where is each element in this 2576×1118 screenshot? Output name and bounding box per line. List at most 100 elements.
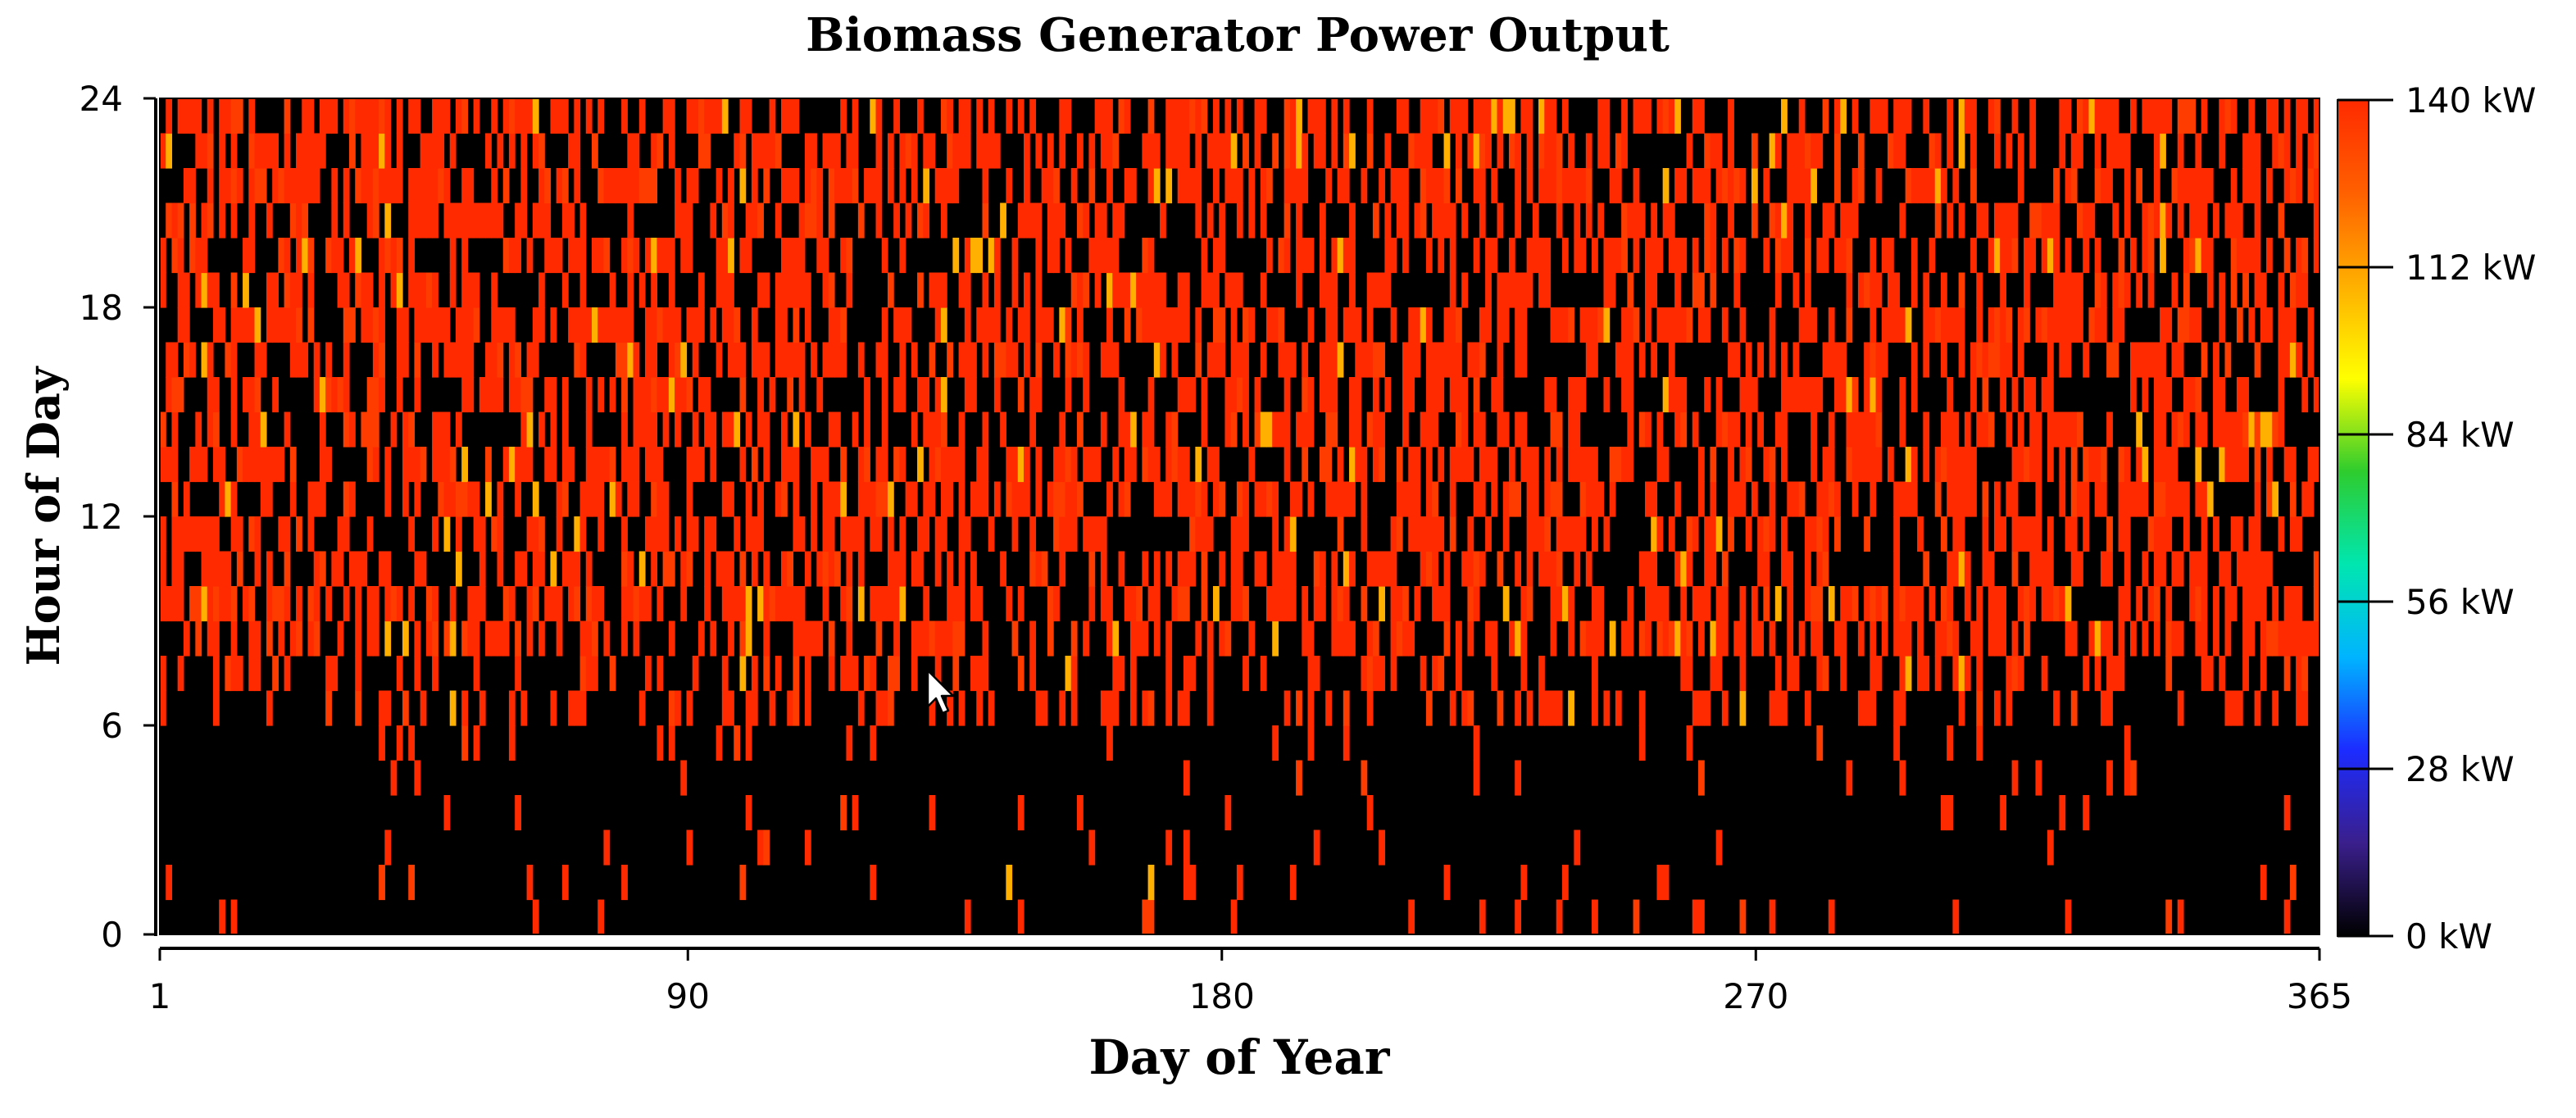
- heatmap-cell: [2029, 377, 2037, 413]
- heatmap-cell: [366, 586, 374, 622]
- heatmap-cell: [2065, 168, 2072, 204]
- heatmap-cell: [1585, 133, 1592, 169]
- heatmap-cell: [1024, 447, 1030, 483]
- heatmap-cell: [1881, 238, 1888, 274]
- heatmap-cell: [1585, 168, 1592, 204]
- heatmap-cell: [2136, 586, 2143, 622]
- heatmap-cell: [230, 620, 238, 657]
- heatmap-cell: [917, 377, 924, 413]
- heatmap-cell: [1568, 168, 1574, 204]
- heatmap-cell: [697, 377, 705, 413]
- heatmap-cell: [1213, 272, 1220, 308]
- heatmap-cell: [875, 133, 883, 169]
- heatmap-cell: [2017, 342, 2024, 378]
- heatmap-cell: [1219, 551, 1226, 587]
- heatmap-cell: [2236, 551, 2243, 587]
- heatmap-cell: [502, 98, 510, 134]
- heatmap-cell: [1260, 656, 1267, 692]
- heatmap-cell: [372, 98, 379, 134]
- heatmap-cell: [2283, 133, 2291, 169]
- heatmap-cell: [781, 307, 788, 343]
- heatmap-cell: [302, 133, 309, 169]
- heatmap-cell: [1396, 620, 1403, 657]
- heatmap-cell: [621, 620, 628, 657]
- heatmap-cell: [804, 411, 811, 448]
- heatmap-cell: [272, 656, 279, 692]
- heatmap-cell: [804, 829, 811, 866]
- heatmap-cell: [485, 342, 492, 378]
- heatmap-cell: [289, 447, 297, 483]
- heatmap-cell: [905, 307, 912, 343]
- heatmap-cell: [697, 307, 705, 343]
- heatmap-cell: [982, 411, 989, 448]
- heatmap-cell: [940, 272, 947, 308]
- heatmap-cell: [331, 238, 338, 274]
- heatmap-cell: [2112, 133, 2119, 169]
- heatmap-cell: [2083, 516, 2090, 552]
- heatmap-cell: [1094, 238, 1102, 274]
- heatmap-cell: [1402, 481, 1409, 517]
- heatmap-cell: [958, 98, 965, 134]
- heatmap-cell: [201, 272, 208, 308]
- heatmap-cell: [1485, 516, 1492, 552]
- heatmap-cell: [2000, 307, 2006, 343]
- heatmap-cell: [1337, 447, 1344, 483]
- heatmap-cell: [1147, 411, 1155, 448]
- heatmap-cell: [964, 307, 971, 343]
- heatmap-cell: [1544, 447, 1552, 483]
- heatmap-cell: [1697, 690, 1705, 726]
- heatmap-cell: [633, 447, 640, 483]
- heatmap-cell: [195, 238, 202, 274]
- heatmap-cell: [1438, 586, 1445, 622]
- heatmap-cell: [1366, 656, 1374, 692]
- heatmap-cell: [2206, 481, 2214, 517]
- heatmap-cell: [2301, 272, 2309, 308]
- heatmap-cell: [1668, 98, 1675, 134]
- heatmap-cell: [1757, 620, 1764, 657]
- heatmap-cell: [438, 481, 445, 517]
- heatmap-cell: [1473, 342, 1480, 378]
- heatmap-cell: [473, 620, 480, 657]
- heatmap-cell: [420, 307, 427, 343]
- heatmap-cell: [396, 725, 403, 761]
- heatmap-cell: [1774, 272, 1782, 308]
- heatmap-cell: [2296, 586, 2302, 622]
- heatmap-cell: [621, 586, 628, 622]
- heatmap-cell: [1432, 551, 1438, 587]
- heatmap-cell: [1177, 586, 1184, 622]
- heatmap-cell: [1905, 586, 1912, 622]
- heatmap-cell: [1195, 481, 1202, 517]
- heatmap-cell: [1011, 516, 1019, 552]
- heatmap-cell: [852, 656, 859, 692]
- heatmap-cell: [2070, 307, 2078, 343]
- heatmap-cell: [2248, 516, 2256, 552]
- heatmap-cell: [656, 586, 664, 622]
- heatmap-cell: [1379, 342, 1385, 378]
- heatmap-cell: [219, 551, 226, 587]
- heatmap-cell: [822, 447, 829, 483]
- heatmap-cell: [207, 342, 214, 378]
- heatmap-cell: [728, 551, 734, 587]
- heatmap-cell: [2230, 690, 2238, 726]
- heatmap-cell: [1899, 133, 1906, 169]
- heatmap-cell: [1059, 690, 1066, 726]
- heatmap-cell: [307, 516, 315, 552]
- heatmap-cell: [1035, 690, 1043, 726]
- heatmap-cell: [1497, 272, 1504, 308]
- heatmap-cell: [964, 272, 971, 308]
- heatmap-cell: [219, 447, 226, 483]
- heatmap-cell: [852, 133, 859, 169]
- heatmap-cell: [1574, 411, 1581, 448]
- heatmap-cell: [964, 899, 971, 934]
- heatmap-cell: [1668, 377, 1675, 413]
- heatmap-cell: [2160, 377, 2166, 413]
- heatmap-cell: [929, 342, 936, 378]
- heatmap-cell: [1106, 133, 1113, 169]
- heatmap-cell: [716, 342, 723, 378]
- heatmap-cell: [1502, 98, 1510, 134]
- heatmap-cell: [467, 307, 475, 343]
- heatmap-cell: [1739, 238, 1747, 274]
- heatmap-cell: [1787, 168, 1794, 204]
- heatmap-cell: [1715, 620, 1723, 657]
- heatmap-cell: [171, 411, 179, 448]
